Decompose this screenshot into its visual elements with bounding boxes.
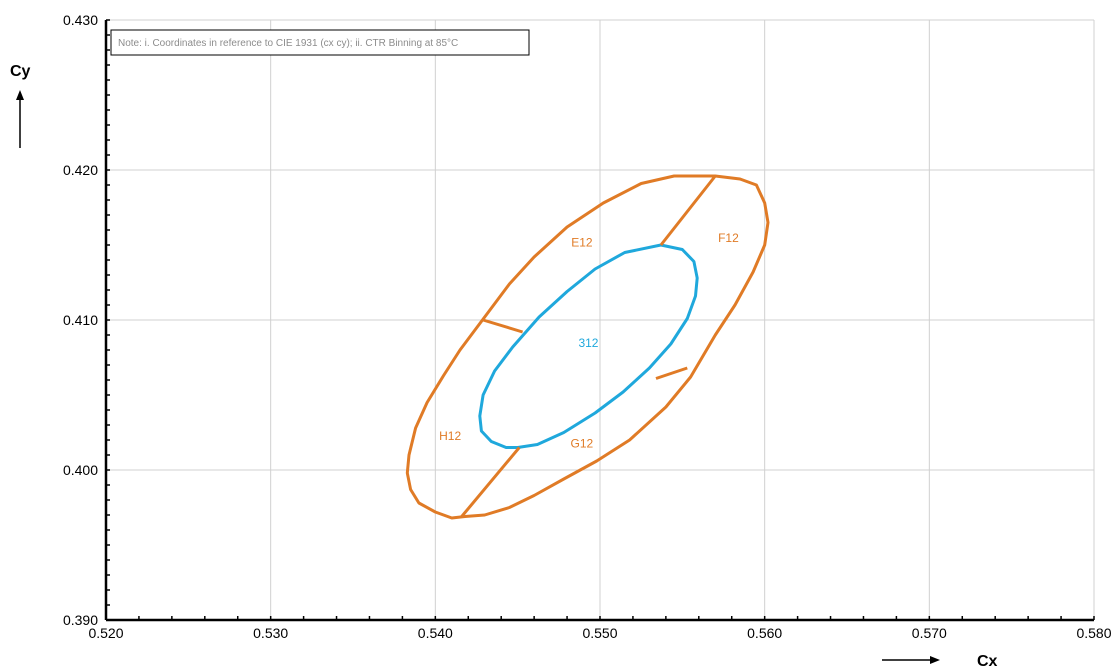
x-axis-arrow-icon [882,656,940,664]
y-axis-title: Cy [10,63,31,80]
y-axis-arrow-icon [16,90,24,148]
tick-labels: 0.520 0.530 0.540 0.550 0.560 0.570 0.580 0.390… [63,12,1112,641]
note-text: Note: i. Coordinates in reference to CIE… [118,38,458,49]
y-tick-label: 0.410 [63,312,98,328]
bin-divider [460,446,521,518]
region-label-e12: E12 [571,236,593,250]
y-tick-label: 0.390 [63,612,98,628]
y-tick-label: 0.400 [63,462,98,478]
region-labels: E12 F12 312 H12 G12 [439,231,739,451]
bin-divider [482,318,524,334]
data-series [405,174,770,520]
x-axis-title: Cx [977,653,998,668]
bin-divider [659,175,717,246]
note-box [110,29,530,56]
y-tick-label: 0.420 [63,162,98,178]
region-label-h12: H12 [439,429,461,443]
x-tick-label: 0.530 [253,625,288,641]
x-tick-label: 0.540 [418,625,453,641]
region-label-f12: F12 [718,231,739,245]
tick-marks [105,19,1095,621]
x-tick-label: 0.570 [912,625,947,641]
bin-divider [655,366,688,380]
x-tick-label: 0.550 [582,625,617,641]
x-tick-label: 0.560 [747,625,782,641]
y-tick-label: 0.430 [63,12,98,28]
x-tick-label: 0.580 [1076,625,1111,641]
x-tick-label: 0.520 [88,625,123,641]
grid-lines [106,19,1095,620]
contour-outer [405,174,770,520]
region-label-g12: G12 [571,437,594,451]
region-label-312: 312 [578,336,598,350]
